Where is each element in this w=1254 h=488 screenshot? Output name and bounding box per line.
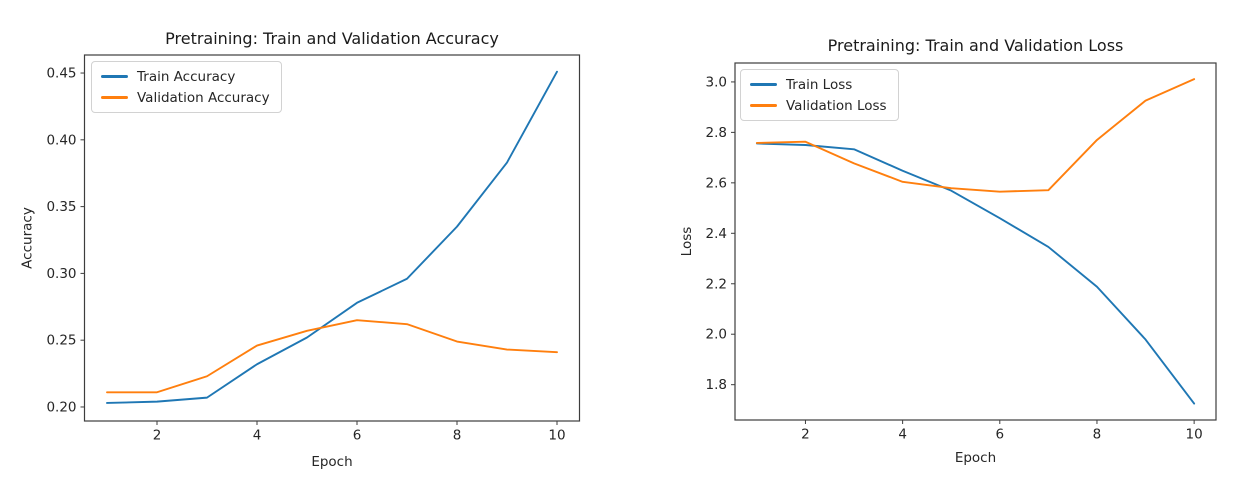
legend-label: Validation Loss [786, 97, 887, 114]
y-tick-label: 3.0 [706, 74, 727, 90]
y-tick-label: 0.40 [46, 132, 76, 148]
validation-loss-line-swatch [750, 104, 777, 107]
loss-chart-plot: 2 4 6 8 10 1.8 2.0 2.2 2.4 2.6 2.8 3.0 Epoch Loss [679, 62, 1217, 466]
y-tick-label: 0.25 [46, 333, 76, 349]
legend-item-validation-loss: Validation Loss [750, 97, 887, 114]
y-tick-label: 2.0 [706, 327, 727, 343]
x-tick-label: 8 [453, 428, 462, 444]
legend-item-train-loss: Train Loss [750, 76, 887, 93]
x-tick-label: 6 [353, 428, 362, 444]
accuracy-chart-figure: 2 4 6 8 10 0.20 0.25 0.30 0.35 0.40 0.45 Epoch Accur… [20, 29, 581, 470]
legend-item-train-accuracy: Train Accuracy [101, 68, 270, 85]
series-line-train-loss [755, 142, 1196, 405]
series-line-validation-accuracy [106, 319, 558, 394]
x-tick-label: 10 [1186, 427, 1203, 443]
series-line-train-accuracy [106, 70, 558, 404]
legend-label: Validation Accuracy [137, 89, 270, 106]
train-accuracy-line-swatch [101, 75, 128, 78]
x-axis-label: Epoch [955, 450, 996, 466]
x-tick-label: 2 [801, 427, 810, 443]
y-tick-label: 0.35 [46, 199, 76, 215]
train-loss-line-swatch [750, 83, 777, 86]
y-axis-label: Accuracy [20, 207, 36, 269]
x-tick-label: 10 [548, 428, 565, 444]
plot-spines [83, 54, 581, 422]
x-tick-label: 4 [253, 428, 262, 444]
y-tick-label: 2.4 [706, 226, 727, 242]
x-tick-label: 4 [898, 427, 907, 443]
loss-chart-title: Pretraining: Train and Validation Loss [827, 36, 1124, 55]
series-line-validation-loss [755, 78, 1196, 193]
accuracy-chart-plot: 2 4 6 8 10 0.20 0.25 0.30 0.35 0.40 0.45 Epoch Accur… [20, 54, 581, 470]
y-tick-label: 0.30 [46, 266, 76, 282]
y-tick-label: 2.8 [706, 125, 727, 141]
plot-spines [734, 62, 1217, 421]
x-tick-label: 8 [1093, 427, 1102, 443]
y-tick-label: 2.2 [706, 276, 727, 292]
x-tick-label: 6 [995, 427, 1004, 443]
y-tick-label: 2.6 [706, 175, 727, 191]
validation-accuracy-line-swatch [101, 96, 128, 99]
y-tick-label: 0.20 [46, 399, 76, 415]
y-axis-label: Loss [679, 227, 695, 257]
loss-chart-figure: 2 4 6 8 10 1.8 2.0 2.2 2.4 2.6 2.8 3.0 Epoch Loss Pre… [630, 0, 1254, 488]
loss-legend: Train Loss Validation Loss [740, 69, 899, 121]
legend-label: Train Loss [786, 76, 853, 93]
x-tick-label: 2 [153, 428, 162, 444]
legend-item-validation-accuracy: Validation Accuracy [101, 89, 270, 106]
legend-label: Train Accuracy [137, 68, 236, 85]
accuracy-chart-title: Pretraining: Train and Validation Accura… [165, 29, 499, 48]
y-tick-label: 0.45 [46, 66, 76, 82]
accuracy-legend: Train Accuracy Validation Accuracy [91, 61, 282, 113]
x-axis-label: Epoch [311, 454, 352, 470]
y-tick-label: 1.8 [706, 377, 727, 393]
